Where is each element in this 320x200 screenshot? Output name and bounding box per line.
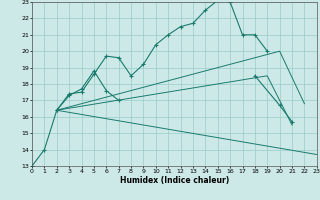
X-axis label: Humidex (Indice chaleur): Humidex (Indice chaleur)	[120, 176, 229, 185]
